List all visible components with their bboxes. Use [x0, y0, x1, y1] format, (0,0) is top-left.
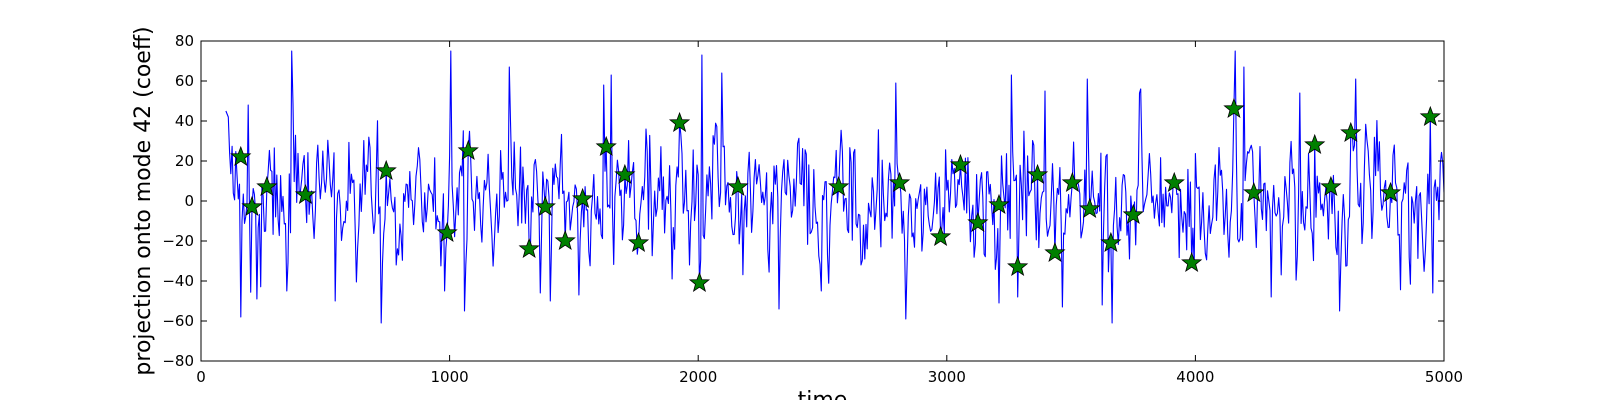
star-marker — [1243, 181, 1265, 203]
star-marker — [727, 175, 749, 197]
x-tick-label: 3000 — [928, 368, 966, 386]
y-tick-label: 20 — [175, 152, 194, 170]
x-tick-label: 5000 — [1425, 368, 1463, 386]
x-axis: 0 1000 2000 3000 4000 5000 — [196, 41, 1463, 386]
y-axis: −80 −60 −40 −20 0 20 40 60 80 — [162, 32, 1444, 370]
star-marker — [1163, 171, 1185, 193]
marker-layer — [230, 97, 1441, 293]
y-tick-label: −20 — [162, 232, 194, 250]
star-marker — [614, 163, 636, 185]
star-marker — [1419, 105, 1441, 127]
star-marker — [949, 153, 972, 175]
star-marker — [1026, 163, 1049, 185]
star-marker — [988, 193, 1010, 215]
star-marker — [294, 183, 317, 205]
star-marker — [668, 111, 691, 133]
star-marker — [572, 187, 594, 209]
series-line — [225, 50, 1444, 324]
star-marker — [688, 271, 711, 293]
star-marker — [929, 225, 952, 247]
star-marker — [375, 159, 397, 181]
star-marker — [1181, 251, 1203, 273]
star-marker — [518, 237, 540, 259]
y-tick-label: 60 — [175, 72, 194, 90]
y-axis-title: projection onto mode 42 (coeff) — [131, 26, 156, 375]
star-marker — [1061, 171, 1083, 193]
star-marker — [627, 231, 650, 253]
star-marker — [967, 211, 989, 233]
line-layer — [225, 50, 1444, 324]
star-marker — [230, 145, 252, 167]
star-marker — [828, 175, 850, 197]
x-axis-title: time — [798, 388, 848, 400]
x-tick-label: 2000 — [679, 368, 717, 386]
y-tick-label: −80 — [162, 352, 194, 370]
y-tick-label: 0 — [184, 192, 194, 210]
x-tick-label: 0 — [196, 368, 206, 386]
x-tick-label: 1000 — [431, 368, 469, 386]
star-marker — [241, 195, 263, 217]
star-marker — [436, 221, 458, 243]
y-tick-label: 40 — [175, 112, 194, 130]
star-marker — [1304, 133, 1326, 155]
y-tick-label: 80 — [175, 32, 194, 50]
star-marker — [1044, 241, 1066, 263]
star-marker — [1320, 175, 1342, 197]
star-marker — [1007, 255, 1029, 277]
y-tick-label: −40 — [162, 272, 194, 290]
star-marker — [1379, 181, 1402, 203]
star-marker — [256, 175, 278, 197]
star-marker — [554, 229, 576, 251]
star-marker — [1340, 121, 1362, 143]
star-marker — [1079, 197, 1101, 219]
star-marker — [888, 171, 911, 193]
star-marker — [1100, 231, 1122, 253]
star-marker — [1122, 203, 1144, 225]
star-marker — [457, 139, 479, 161]
star-marker — [534, 195, 556, 217]
star-marker — [595, 135, 617, 157]
x-tick-label: 4000 — [1176, 368, 1214, 386]
y-tick-label: −60 — [162, 312, 194, 330]
star-marker — [1223, 97, 1245, 119]
